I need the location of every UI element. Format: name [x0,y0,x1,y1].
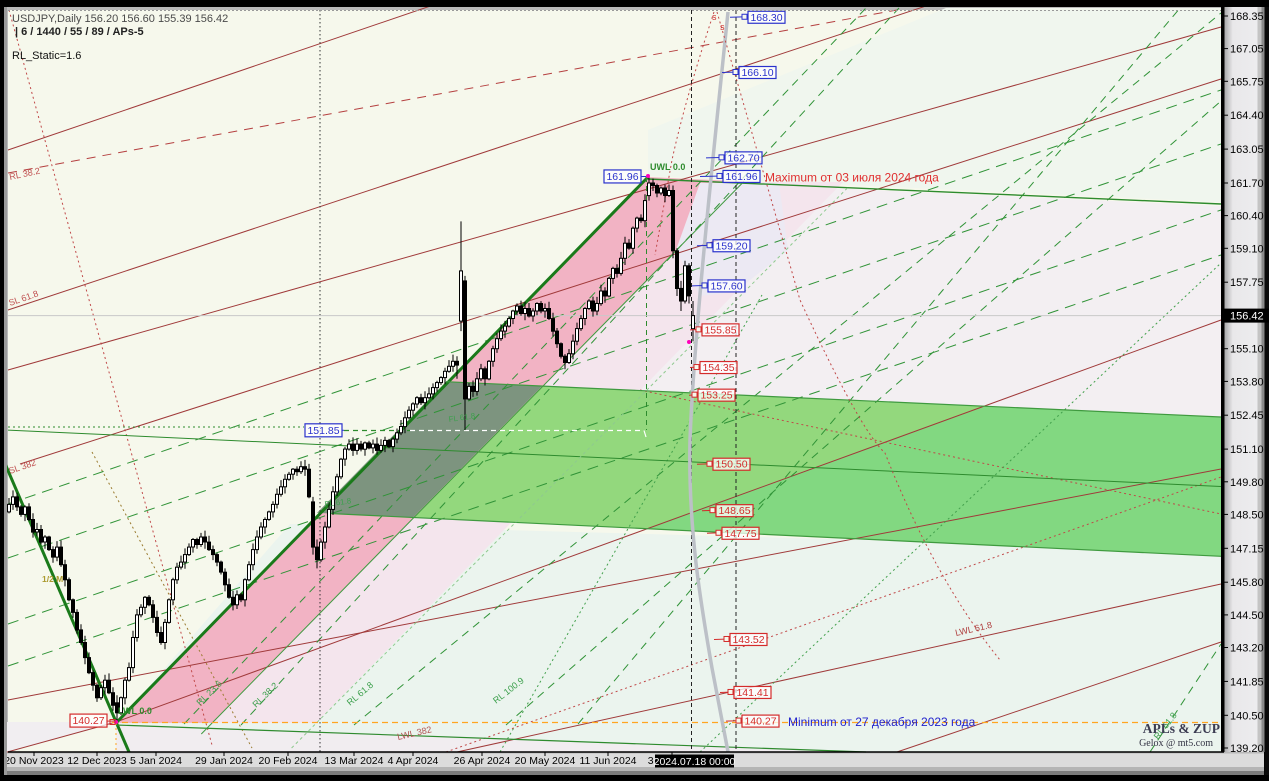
svg-text:157.75: 157.75 [1230,277,1264,289]
svg-text:151.10: 151.10 [1230,444,1264,456]
svg-text:165.75: 165.75 [1230,76,1264,88]
svg-text:20 May 2024: 20 May 2024 [515,755,576,767]
svg-text:139.20: 139.20 [1230,743,1264,755]
svg-text:s: s [712,12,717,22]
svg-text:143.52: 143.52 [732,634,764,646]
svg-text:144.50: 144.50 [1230,610,1264,622]
svg-text:Minimum от 27 декабря 2023 год: Minimum от 27 декабря 2023 года [788,715,976,729]
svg-text:APLs & ZUP: APLs & ZUP [1143,721,1220,736]
svg-text:2024.07.18 00:00: 2024.07.18 00:00 [654,756,736,768]
svg-text:Maximum от 03 июля 2024 года: Maximum от 03 июля 2024 года [765,171,939,185]
svg-text:Gelox @ mt5.com: Gelox @ mt5.com [1139,738,1213,749]
svg-text:26 Apr 2024: 26 Apr 2024 [454,755,511,767]
svg-text:161.70: 161.70 [1230,178,1264,190]
svg-text:155.10: 155.10 [1230,344,1264,356]
svg-text:20 Nov 2023: 20 Nov 2023 [4,755,64,767]
svg-text:156.42: 156.42 [1230,311,1264,323]
svg-text:159.10: 159.10 [1230,243,1264,255]
svg-text:143.20: 143.20 [1230,643,1264,655]
svg-text:29 Jan 2024: 29 Jan 2024 [195,755,253,767]
svg-text:168.35: 168.35 [1230,11,1264,23]
svg-text:UWL 0.0: UWL 0.0 [650,162,685,172]
svg-text:141.85: 141.85 [1230,676,1264,688]
svg-text:155.85: 155.85 [704,324,736,336]
svg-text:154.35: 154.35 [702,362,734,374]
svg-text:162.70: 162.70 [727,152,759,164]
svg-text:147.75: 147.75 [724,528,756,540]
svg-text:157.60: 157.60 [710,280,742,292]
svg-text:1/2 M: 1/2 M [42,574,63,584]
svg-text:RL_Static=1.6: RL_Static=1.6 [12,50,81,62]
svg-text:148.50: 148.50 [1230,509,1264,521]
svg-text:168.30: 168.30 [750,12,782,24]
svg-text:161.96: 161.96 [725,171,757,183]
svg-text:LWL 0.0: LWL 0.0 [118,706,152,716]
svg-text:140.27: 140.27 [744,716,776,728]
svg-text:151.85: 151.85 [307,425,339,437]
svg-text:147.15: 147.15 [1230,543,1264,555]
svg-text:152.45: 152.45 [1230,410,1264,422]
svg-text:161.96: 161.96 [606,171,638,183]
svg-text:141.41: 141.41 [736,687,768,699]
svg-text:145.80: 145.80 [1230,577,1264,589]
svg-text:| 6 / 1440 / 55 / 89 / APs-5: | 6 / 1440 / 55 / 89 / APs-5 [15,26,144,38]
svg-text:153.25: 153.25 [700,390,732,402]
svg-text:140.27: 140.27 [72,715,104,727]
svg-text:164.40: 164.40 [1230,110,1264,122]
svg-text:160.40: 160.40 [1230,211,1264,223]
svg-text:163.05: 163.05 [1230,144,1264,156]
svg-text:USDJPY,Daily 156.20 156.60 15: USDJPY,Daily 156.20 156.60 155.39 156.42 [12,13,228,25]
svg-text:150.50: 150.50 [715,459,747,471]
svg-text:20 Feb 2024: 20 Feb 2024 [259,755,318,767]
svg-text:s: s [720,22,725,32]
svg-text:140.50: 140.50 [1230,710,1264,722]
svg-text:166.10: 166.10 [741,67,773,79]
svg-text:13 Mar 2024: 13 Mar 2024 [325,755,384,767]
svg-text:159.20: 159.20 [715,240,747,252]
svg-text:148.65: 148.65 [718,505,750,517]
svg-text:FL 61.8: FL 61.8 [448,411,476,424]
svg-text:5 Jan 2024: 5 Jan 2024 [130,755,182,767]
svg-text:4 Apr 2024: 4 Apr 2024 [388,755,439,767]
svg-text:167.05: 167.05 [1230,44,1264,56]
svg-text:11 Jun 2024: 11 Jun 2024 [579,755,636,767]
svg-text:153.80: 153.80 [1230,376,1264,388]
svg-text:12 Dec 2023: 12 Dec 2023 [67,755,127,767]
svg-text:FL 61.8: FL 61.8 [324,496,352,509]
svg-text:149.80: 149.80 [1230,477,1264,489]
